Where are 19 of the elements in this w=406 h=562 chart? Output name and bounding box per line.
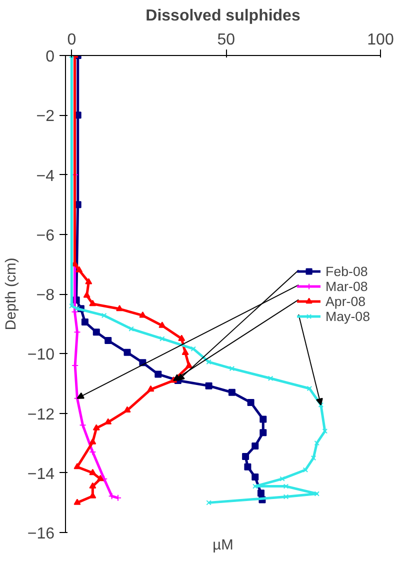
legend-label: May-08 — [326, 308, 370, 324]
x-tick-label: 100 — [367, 32, 394, 48]
legend-label: Apr-08 — [326, 294, 366, 308]
y-tick-label: −8 — [36, 287, 55, 304]
y-tick-label: −4 — [36, 168, 55, 185]
x-tick-label: 50 — [217, 32, 236, 48]
y-tick-label: −10 — [27, 346, 55, 364]
y-tick-label: −14 — [27, 466, 55, 483]
y-tick-label: −6 — [36, 227, 55, 244]
y-axis-title: Depth (cm) — [3, 258, 20, 330]
x-tick-label: 0 — [67, 32, 76, 48]
y-tick-label: 0 — [46, 48, 55, 66]
x-axis-title: µM — [212, 538, 234, 554]
chart-title: Dissolved sulphides — [146, 8, 300, 24]
legend-label: Mar-08 — [326, 278, 368, 294]
y-tick-label: −2 — [36, 108, 55, 126]
legend-label: Feb-08 — [326, 264, 368, 278]
y-tick-label: −16 — [27, 526, 55, 542]
y-tick-label: −12 — [27, 406, 55, 424]
